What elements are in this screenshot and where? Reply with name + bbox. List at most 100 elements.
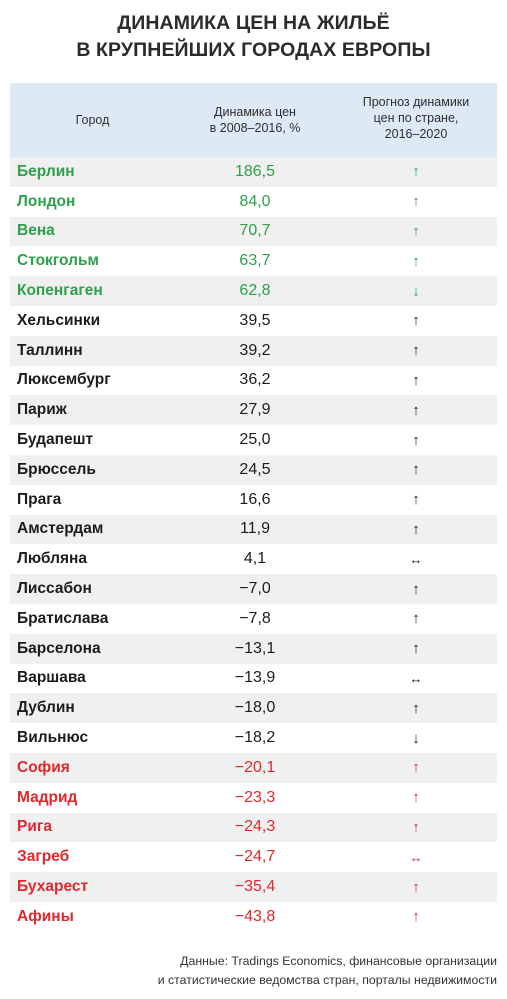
price-change-value: 70,7 [239, 222, 271, 240]
arrow-left-right-icon: ↔ [409, 670, 423, 686]
city-name: Загреб [17, 848, 70, 866]
city-name: Бухарест [17, 878, 89, 896]
price-change-value: 186,5 [234, 162, 276, 180]
header-price-change: Динамика цен в 2008–2016, % [175, 104, 335, 136]
table-row: Барселона −13,1 ↑ [10, 633, 497, 664]
city-name: Берлин [17, 162, 75, 180]
city-name: Хельсинки [17, 311, 101, 329]
price-change-value: −13,9 [234, 669, 276, 687]
table-row: Вильнюс −18,2 ↓ [10, 723, 497, 753]
table-row: Афины −43,8 ↑ [10, 901, 497, 932]
arrow-up-icon: ↑ [412, 431, 420, 449]
city-name: Братислава [17, 609, 109, 627]
table-row: Бухарест −35,4 ↑ [10, 872, 497, 902]
city-name: Будапешт [17, 431, 94, 449]
header-forecast-line-3: 2016–2020 [384, 127, 448, 141]
city-name: Париж [17, 401, 67, 419]
price-change-value: −43,8 [234, 907, 276, 925]
city-name: Афины [17, 907, 74, 925]
price-change-value: −23,3 [234, 788, 276, 806]
arrow-up-icon: ↑ [412, 699, 420, 717]
arrow-up-icon: ↑ [412, 818, 420, 836]
price-change-value: −24,3 [234, 818, 276, 836]
price-table: Город Динамика цен в 2008–2016, % Прогно… [10, 83, 497, 932]
table-row: Брюссель 24,5 ↑ [10, 454, 497, 485]
table-row: Париж 27,9 ↑ [10, 395, 497, 426]
city-name: Копенгаген [17, 282, 103, 300]
city-name: Рига [17, 818, 52, 836]
price-change-value: 4,1 [243, 550, 267, 568]
city-name: Любляна [17, 550, 87, 568]
price-change-value: 39,5 [239, 311, 271, 329]
table-row: Прага 16,6 ↑ [10, 484, 497, 515]
price-change-value: −24,7 [234, 848, 276, 866]
chart-title-line-2: В КРУПНЕЙШИХ ГОРОДАХ ЕВРОПЫ [76, 39, 431, 61]
table-body: Берлин 186,5 ↑ Лондон 84,0 ↑ Вена 70,7 ↑ Стокголь… [10, 157, 497, 932]
table-row: Таллинн 39,2 ↑ [10, 335, 497, 366]
arrow-up-icon: ↑ [412, 401, 420, 419]
price-change-value: 16,6 [239, 490, 271, 508]
price-change-value: 39,2 [239, 341, 271, 359]
arrow-up-icon: ↑ [412, 222, 420, 240]
price-change-value: −18,0 [234, 699, 276, 717]
price-change-value: 84,0 [239, 192, 271, 210]
table-row: Вена 70,7 ↑ [10, 216, 497, 247]
price-change-value: −35,4 [234, 878, 276, 896]
table-row: Мадрид −23,3 ↑ [10, 782, 497, 813]
table-row: Лондон 84,0 ↑ [10, 186, 497, 217]
arrow-up-icon: ↑ [412, 491, 420, 509]
arrow-up-icon: ↑ [412, 610, 420, 628]
price-change-value: 36,2 [239, 371, 271, 389]
table-row: Братислава −7,8 ↑ [10, 603, 497, 634]
header-price-change-line-1: Динамика цен [214, 105, 296, 119]
chart-title-line-1: ДИНАМИКА ЦЕН НА ЖИЛЬЁ [117, 12, 390, 34]
arrow-left-right-icon: ↔ [409, 849, 423, 865]
table-row: Хельсинки 39,5 ↑ [10, 305, 497, 336]
price-change-value: 25,0 [239, 431, 271, 449]
city-name: Люксембург [17, 371, 111, 389]
table-row: Люксембург 36,2 ↑ [10, 365, 497, 396]
table-row: Варшава −13,9 ↔ [10, 663, 497, 694]
table-row: Будапешт 25,0 ↑ [10, 425, 497, 455]
arrow-down-icon: ↓ [412, 729, 420, 747]
price-change-value: 63,7 [239, 252, 271, 270]
arrow-up-icon: ↑ [412, 342, 420, 360]
price-change-value: −7,0 [239, 580, 271, 598]
header-forecast-line-1: Прогноз динамики [362, 95, 470, 109]
table-row: Копенгаген 62,8 ↓ [10, 276, 497, 306]
table-row: София −20,1 ↑ [10, 752, 497, 783]
chart-title: ДИНАМИКА ЦЕН НА ЖИЛЬЁ В КРУПНЕЙШИХ ГОРОД… [0, 10, 507, 64]
table-row: Берлин 186,5 ↑ [10, 157, 497, 187]
city-name: Мадрид [17, 788, 78, 806]
arrow-left-right-icon: ↔ [409, 551, 423, 567]
arrow-up-icon: ↑ [412, 312, 420, 330]
city-name: Прага [17, 490, 62, 508]
city-name: Дублин [17, 699, 75, 717]
price-change-value: 62,8 [239, 282, 271, 300]
arrow-up-icon: ↑ [412, 878, 420, 896]
header-price-change-line-2: в 2008–2016, % [209, 121, 301, 135]
city-name: Стокгольм [17, 252, 99, 270]
arrow-up-icon: ↑ [412, 789, 420, 807]
price-change-value: −7,8 [239, 609, 271, 627]
price-change-value: −20,1 [234, 758, 276, 776]
arrow-up-icon: ↑ [412, 520, 420, 538]
table-row: Лиссабон −7,0 ↑ [10, 574, 497, 604]
price-change-value: 24,5 [239, 460, 271, 478]
price-change-value: 11,9 [240, 520, 270, 538]
arrow-up-icon: ↑ [412, 252, 420, 270]
city-name: Лондон [17, 192, 76, 210]
arrow-up-icon: ↑ [412, 461, 420, 479]
table-row: Амстердам 11,9 ↑ [10, 514, 497, 545]
source-line-1: Данные: Tradings Economics, финансовые о… [180, 954, 497, 968]
city-name: Вильнюс [17, 729, 89, 747]
header-forecast-line-2: цен по стране, [373, 111, 459, 125]
price-change-value: −18,2 [234, 729, 276, 747]
table-header: Город Динамика цен в 2008–2016, % Прогно… [10, 83, 497, 157]
city-name: Амстердам [17, 520, 104, 538]
price-change-value: −13,1 [234, 639, 276, 657]
city-name: Варшава [17, 669, 86, 687]
arrow-up-icon: ↑ [412, 163, 420, 181]
city-name: Барселона [17, 639, 101, 657]
table-row: Загреб −24,7 ↔ [10, 842, 497, 873]
